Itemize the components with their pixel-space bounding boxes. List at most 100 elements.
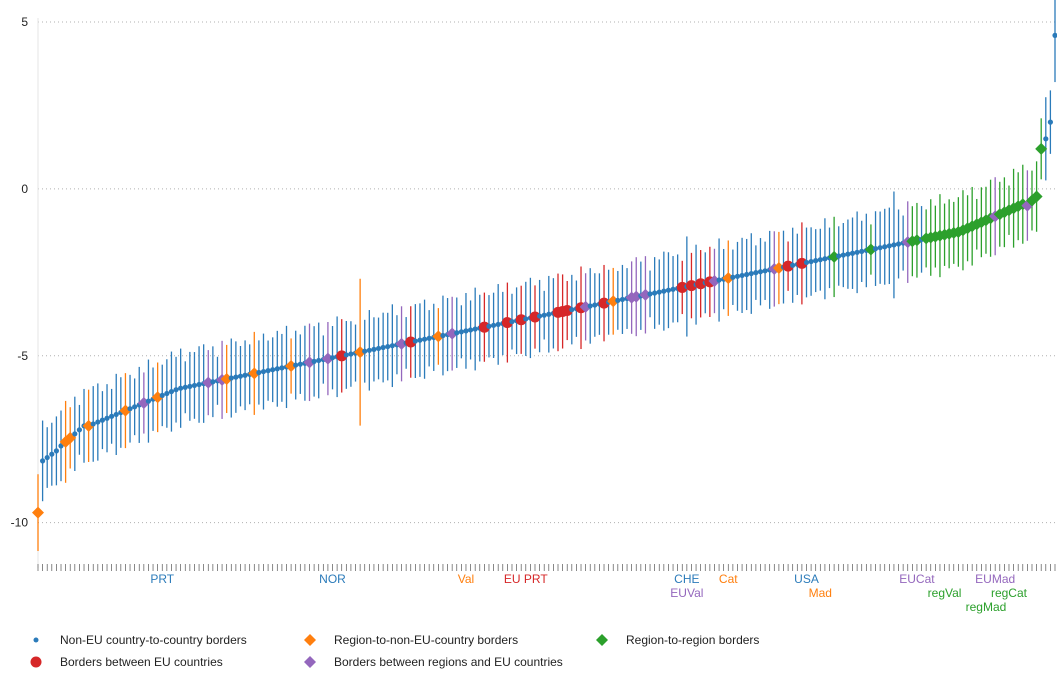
point (336, 350, 348, 362)
point (486, 323, 492, 329)
legend-item: Non-EU country-to-country borders (28, 632, 247, 648)
point (744, 271, 750, 278)
point (375, 345, 382, 352)
point (822, 256, 828, 262)
point (872, 246, 879, 252)
point (840, 252, 846, 258)
point (708, 274, 721, 287)
point (354, 346, 367, 359)
point (371, 346, 377, 352)
point (782, 260, 794, 272)
point (366, 347, 372, 353)
point (362, 348, 368, 354)
point (426, 335, 432, 341)
point (49, 451, 55, 457)
error-bars (37, 0, 1056, 551)
large-dot-icon (28, 654, 44, 670)
legend-item: Borders between EU countries (28, 654, 223, 670)
point (90, 421, 96, 427)
legend-label: Non-EU country-to-country borders (60, 633, 247, 647)
legend-label: Region-to-region borders (626, 633, 760, 647)
point (1043, 136, 1049, 142)
point (285, 360, 298, 373)
point (579, 300, 592, 313)
point (716, 277, 722, 283)
point (274, 366, 280, 372)
point (796, 257, 808, 269)
point (417, 337, 423, 343)
point (432, 330, 445, 343)
point (58, 443, 64, 449)
point (541, 312, 547, 318)
point (849, 250, 856, 256)
point (210, 379, 216, 385)
point (279, 365, 285, 371)
point (757, 269, 764, 275)
gridlines (38, 21, 1055, 524)
point (440, 332, 446, 339)
point (523, 316, 529, 322)
point (569, 307, 575, 313)
point (910, 234, 923, 247)
point (619, 296, 626, 303)
point (665, 287, 672, 293)
country-label: Cat (719, 572, 738, 586)
y-tick-label: -5 (17, 349, 28, 363)
point (587, 303, 593, 309)
point (202, 376, 215, 389)
point (173, 387, 179, 393)
point (536, 313, 543, 319)
point (265, 368, 271, 374)
point (127, 406, 133, 412)
point (561, 305, 573, 317)
point (248, 367, 261, 380)
diamond-icon (594, 632, 610, 648)
y-tick-label: 5 (21, 15, 28, 29)
points (32, 32, 1057, 519)
point (501, 317, 513, 329)
point (233, 374, 239, 380)
legend: Non-EU country-to-country borders Region… (0, 630, 1057, 678)
country-label: Val (458, 572, 474, 586)
legend-label: Borders between EU countries (60, 655, 223, 669)
point (607, 295, 620, 308)
point (509, 319, 515, 325)
point (647, 291, 653, 297)
point (145, 398, 152, 404)
point (463, 328, 469, 334)
point (132, 404, 138, 410)
diamond-icon (302, 654, 318, 670)
point (187, 383, 193, 389)
point (515, 314, 527, 326)
point (242, 372, 248, 378)
point (639, 288, 652, 301)
point (886, 243, 892, 249)
country-label: NOR (319, 572, 346, 586)
point (670, 286, 676, 292)
point (828, 250, 841, 263)
legend-item: Region-to-region borders (594, 632, 759, 648)
legend-label: Borders between regions and EU countries (334, 655, 563, 669)
country-label: CHE (674, 572, 699, 586)
point (196, 381, 202, 388)
point (113, 411, 119, 418)
point (1035, 142, 1048, 155)
x-axis-ticks (37, 564, 1056, 571)
point (412, 338, 418, 344)
chart: -10 -5 0 5 PRT NOR Val EU PRT CHE Cat USA EUCat EUM… (11, 0, 1057, 614)
point (256, 369, 262, 376)
point (421, 336, 428, 342)
legend-item: Region-to-non-EU-country borders (302, 632, 518, 648)
point (109, 413, 115, 419)
point (329, 355, 336, 361)
point (661, 288, 667, 294)
point (343, 352, 349, 358)
country-label: regMad (966, 600, 1007, 614)
point (730, 274, 736, 280)
point (297, 361, 303, 367)
point (529, 311, 541, 323)
point (676, 281, 688, 293)
point (472, 326, 478, 332)
point (630, 290, 643, 303)
country-label: Mad (809, 586, 832, 600)
